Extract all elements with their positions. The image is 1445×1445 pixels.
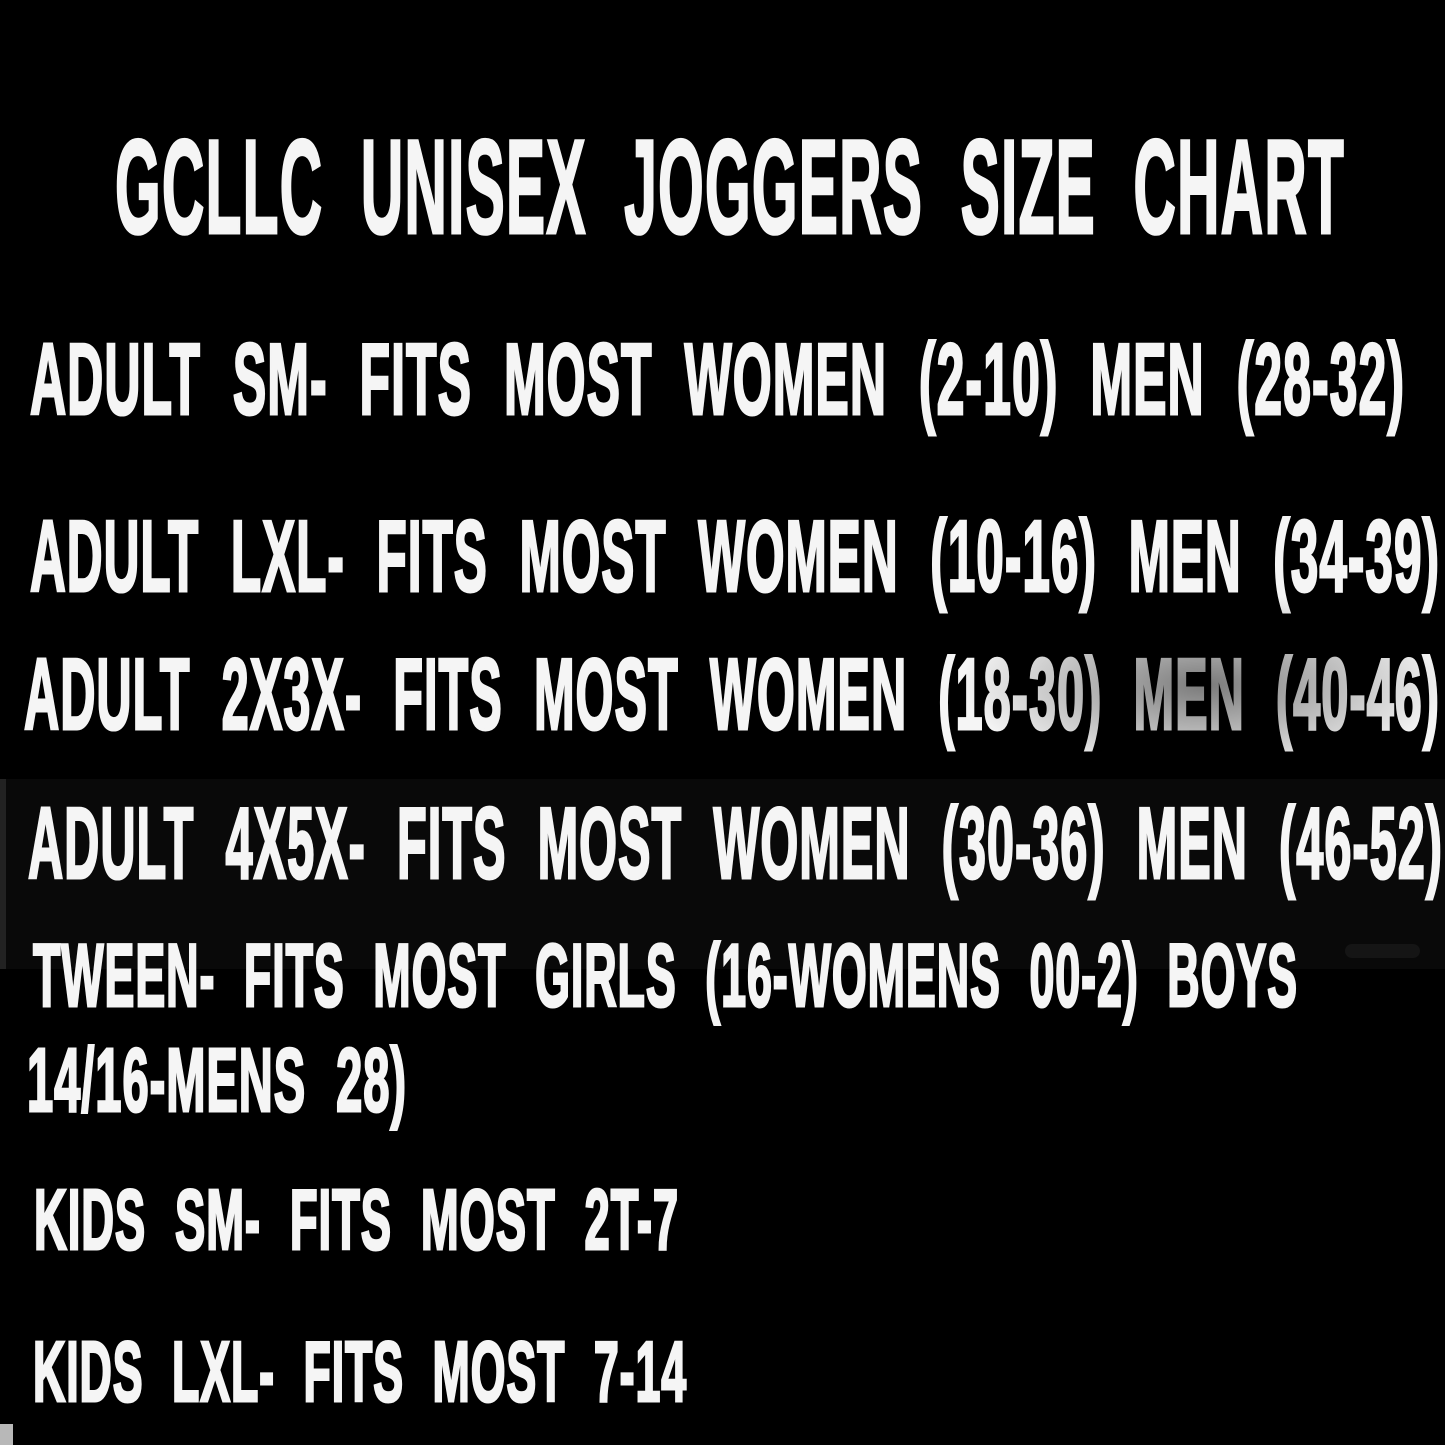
size-row-adult-lxl: ADULT LXL- FITS MOST WOMEN (10-16) MEN (… [29,501,1445,613]
size-row-text: ADULT 4X5X- FITS MOST WOMEN (30-36) MEN … [27,788,1443,900]
bottom-left-artifact [0,1424,13,1445]
size-row-kids-sm: KIDS SM- FITS MOST 2T-7 [33,1173,1242,1268]
size-row-text: TWEEN- FITS MOST GIRLS (16-WOMENS 00-2) … [32,925,1298,1025]
size-row-adult-2x3x: ADULT 2X3X- FITS MOST WOMEN (18-30) MEN … [23,639,1445,751]
size-row-text: 14/16-MENS 28) [26,1031,407,1131]
size-row-adult-4x5x: ADULT 4X5X- FITS MOST WOMEN (30-36) MEN … [27,788,1445,900]
size-row-tween-line-2: 14/16-MENS 28) [26,1031,753,1131]
size-row-text: ADULT SM- FITS MOST WOMEN (2-10) MEN (28… [29,324,1405,436]
left-edge-artifact [0,779,6,969]
page-title-text: GCLLC UNISEX JOGGERS SIZE CHART [114,113,1345,262]
size-row-text: ADULT 2X3X- FITS MOST WOMEN (18-30) MEN … [23,639,1440,751]
size-row-text: ADULT LXL- FITS MOST WOMEN (10-16) MEN (… [29,501,1440,613]
size-row-tween-line-1: TWEEN- FITS MOST GIRLS (16-WOMENS 00-2) … [32,925,1445,1025]
page-title: GCLLC UNISEX JOGGERS SIZE CHART [114,113,1445,262]
size-row-kids-lxl: KIDS LXL- FITS MOST 7-14 [32,1325,1276,1420]
size-row-text: KIDS LXL- FITS MOST 7-14 [32,1325,687,1420]
size-row-adult-sm: ADULT SM- FITS MOST WOMEN (2-10) MEN (28… [29,324,1445,436]
size-row-text: KIDS SM- FITS MOST 2T-7 [33,1173,679,1268]
